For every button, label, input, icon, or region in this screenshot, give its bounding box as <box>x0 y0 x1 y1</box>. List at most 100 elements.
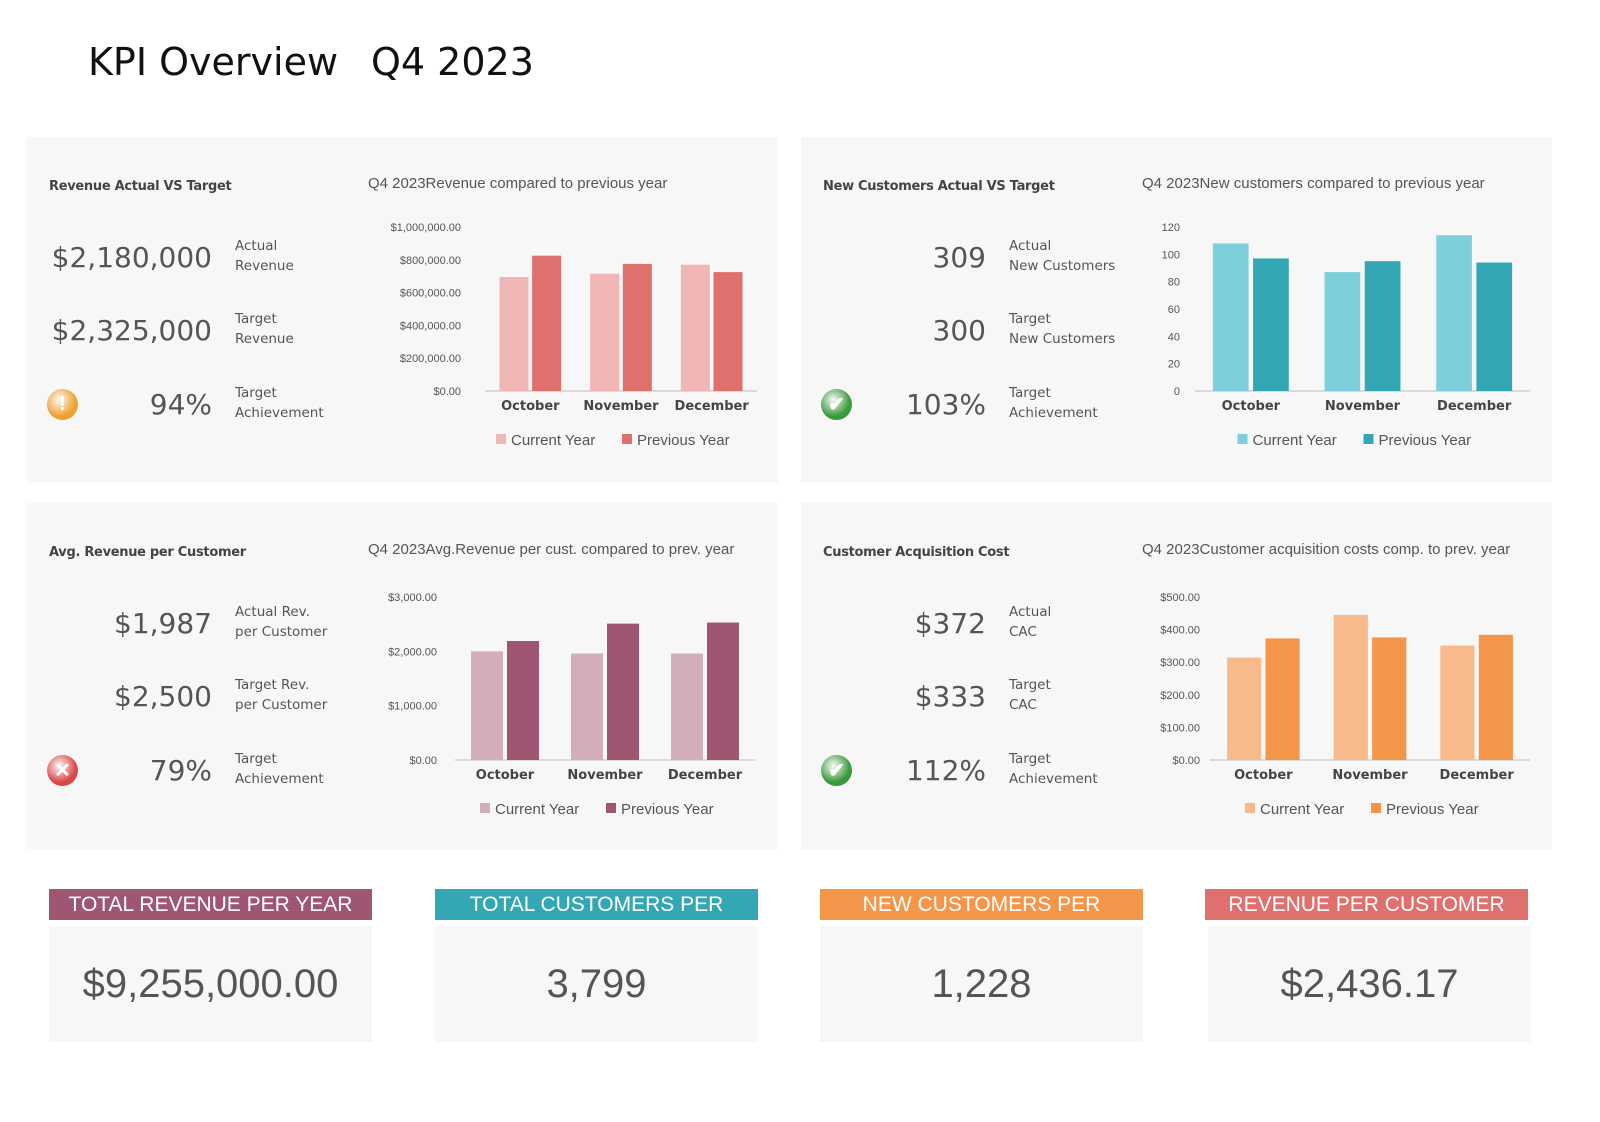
kpi-label-line: Target <box>1009 751 1051 767</box>
kpi-label-line: New Customers <box>1009 331 1116 347</box>
kpi-value: 103% <box>905 388 986 421</box>
bar-previous-year <box>532 255 562 391</box>
kpi-label: Actual Rev. per Customer <box>235 602 327 642</box>
legend-label: Current Year <box>1253 432 1337 449</box>
legend-swatch <box>1245 803 1255 813</box>
kpi-label-line: Target <box>1009 385 1051 401</box>
legend-swatch <box>496 434 506 444</box>
kpi-label: Target Achievement <box>235 383 324 423</box>
bar-previous-year <box>1476 262 1513 391</box>
x-tick-label: October <box>1222 399 1281 414</box>
kpi-label: Target Achievement <box>1009 749 1098 789</box>
total-header: NEW CUSTOMERS PER <box>820 889 1143 920</box>
bar-current-year <box>1227 657 1262 760</box>
legend-swatch <box>1371 803 1381 813</box>
kpi-label: Actual CAC <box>1009 602 1051 642</box>
legend-swatch <box>1237 434 1248 444</box>
bar-current-year <box>1333 614 1368 760</box>
y-tick-label: 100 <box>1162 249 1180 261</box>
kpi-label-line: Revenue <box>235 331 294 347</box>
y-tick-label: $400,000.00 <box>400 320 461 332</box>
bar-previous-year <box>707 622 739 760</box>
bar-current-year <box>590 273 620 391</box>
kpi-label-line: New Customers <box>1009 258 1116 274</box>
kpi-value: 94% <box>149 388 212 421</box>
x-tick-label: October <box>476 768 535 783</box>
kpi-value: $2,500 <box>114 680 212 713</box>
x-tick-label: December <box>1437 399 1512 414</box>
bar-previous-year <box>607 623 639 760</box>
legend-label: Current Year <box>511 432 595 449</box>
chart-title: Q4 2023Customer acquisition costs comp. … <box>1142 541 1511 558</box>
y-tick-label: $600,000.00 <box>400 288 461 300</box>
bar-previous-year <box>1253 258 1289 391</box>
check-icon: ✔ <box>821 389 852 420</box>
total-value: $9,255,000.00 <box>49 926 372 1042</box>
chart-title: Q4 2023Revenue compared to previous year <box>368 175 668 192</box>
kpi-label-line: Target <box>1009 311 1051 327</box>
x-tick-label: October <box>1234 768 1293 783</box>
kpi-label-line: Target <box>235 751 277 767</box>
y-tick-label: $200,000.00 <box>400 353 461 365</box>
kpi-value: 112% <box>905 754 986 787</box>
kpi-label-line: per Customer <box>235 697 328 713</box>
total-value: 3,799 <box>435 926 758 1042</box>
x-tick-label: December <box>675 399 750 414</box>
y-tick-label: $400.00 <box>1160 625 1200 637</box>
total-header: TOTAL REVENUE PER YEAR <box>49 889 372 920</box>
legend-swatch <box>1363 434 1374 444</box>
x-tick-label: November <box>1332 768 1408 783</box>
panel-title: Revenue Actual VS Target <box>49 179 232 194</box>
kpi-label-line: per Customer <box>235 624 328 640</box>
kpi-label-line: Achievement <box>235 405 324 421</box>
y-tick-label: 40 <box>1168 331 1180 343</box>
y-tick-label: 60 <box>1168 304 1180 316</box>
new-customers-panel: New Customers Actual VS Target Q4 2023Ne… <box>801 137 1552 483</box>
chart-title: Q4 2023Avg.Revenue per cust. compared to… <box>368 541 735 558</box>
kpi-label-line: Actual <box>235 238 278 254</box>
cac-panel: Customer Acquisition Cost Q4 2023Custome… <box>801 503 1552 849</box>
y-tick-label: $300.00 <box>1160 657 1200 669</box>
panel-title: Customer Acquisition Cost <box>823 545 1010 560</box>
panel-title: New Customers Actual VS Target <box>823 179 1055 194</box>
total-value: 1,228 <box>820 926 1143 1042</box>
chart-title: Q4 2023New customers compared to previou… <box>1142 175 1485 192</box>
bar-chart: $0.00 $100.00 $200.00 $300.00 $400.00 $500.00… <box>1160 592 1530 818</box>
y-tick-label: $1,000.00 <box>388 701 437 713</box>
legend-label: Previous Year <box>1379 432 1472 449</box>
kpi-label-line: Achievement <box>1009 771 1098 787</box>
bar-current-year <box>1436 235 1472 391</box>
kpi-value: 79% <box>149 754 212 787</box>
legend-label: Previous Year <box>621 801 714 818</box>
kpi-label: Target Revenue <box>235 309 294 349</box>
bar-current-year <box>1440 645 1475 760</box>
x-tick-label: December <box>1440 768 1515 783</box>
legend-swatch <box>606 803 616 813</box>
kpi-label-line: Target Rev. <box>235 677 310 693</box>
y-tick-label: $500.00 <box>1160 592 1200 604</box>
kpi-label: Actual Revenue <box>235 236 294 276</box>
kpi-label-line: Actual Rev. <box>235 604 310 620</box>
kpi-value: $2,180,000 <box>51 241 212 274</box>
kpi-label-line: Actual <box>1009 604 1052 620</box>
bar-current-year <box>1324 272 1361 391</box>
y-tick-label: 0 <box>1174 386 1180 398</box>
revenue-panel: Revenue Actual VS Target Q4 2023Revenue … <box>27 137 778 483</box>
bar-current-year <box>499 277 529 391</box>
error-x-icon: ✕ <box>47 755 78 786</box>
kpi-label: Actual New Customers <box>1009 236 1115 276</box>
kpi-label-line: Achievement <box>235 771 324 787</box>
kpi-label-line: Revenue <box>235 258 294 274</box>
x-tick-label: October <box>501 399 560 414</box>
avg-revenue-panel: Avg. Revenue per Customer Q4 2023Avg.Rev… <box>27 503 778 849</box>
kpi-value: $2,325,000 <box>51 314 212 347</box>
bar-current-year <box>680 264 710 391</box>
kpi-label: Target New Customers <box>1009 309 1115 349</box>
x-tick-label: December <box>668 768 743 783</box>
kpi-label-line: CAC <box>1009 697 1037 713</box>
warning-icon: ! <box>47 389 78 420</box>
x-tick-label: November <box>567 768 643 783</box>
kpi-label-line: Target <box>235 311 277 327</box>
bar-current-year <box>471 651 503 760</box>
kpi-label-line: CAC <box>1009 624 1037 640</box>
